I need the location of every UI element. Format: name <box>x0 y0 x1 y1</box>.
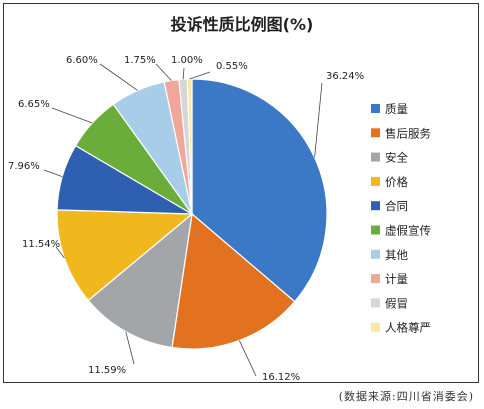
data-label-10: 0.55% <box>216 61 248 72</box>
legend-label-7: 其他 <box>385 248 408 262</box>
data-label-7: 6.60% <box>66 55 98 66</box>
chart-title: 投诉性质比例图(%) <box>171 15 314 34</box>
legend-swatch-3 <box>371 152 380 162</box>
pie-slice-1 <box>191 78 328 303</box>
legend-label-3: 安全 <box>385 151 408 165</box>
leader-line-3 <box>125 331 135 365</box>
data-label-3: 11.59% <box>88 365 126 376</box>
leader-line-5 <box>43 169 63 177</box>
leader-line-6 <box>51 107 93 124</box>
data-label-1: 36.24% <box>326 71 364 82</box>
legend-swatch-4 <box>371 176 380 186</box>
leader-line-9 <box>182 67 185 80</box>
leader-line-8 <box>155 63 172 81</box>
legend-swatch-1 <box>371 104 380 113</box>
leader-line-7 <box>99 63 138 91</box>
legend-label-6: 虚假宣传 <box>385 224 431 238</box>
data-label-6: 6.65% <box>18 99 50 110</box>
legend-label-8: 计量 <box>385 272 408 286</box>
legend-swatch-5 <box>371 201 380 211</box>
leader-line-4 <box>55 246 65 259</box>
pie-slice-2 <box>171 212 296 350</box>
legend-swatch-6 <box>371 225 380 235</box>
leader-line-1 <box>314 82 323 158</box>
leader-line-10 <box>189 71 211 80</box>
leader-line-2 <box>238 340 257 377</box>
data-label-9: 1.00% <box>171 55 203 66</box>
legend-swatch-8 <box>371 274 380 284</box>
data-label-5: 7.96% <box>8 161 40 172</box>
legend-swatch-9 <box>371 298 380 308</box>
legend-swatch-10 <box>371 322 380 332</box>
legend-swatch-2 <box>371 128 380 138</box>
data-source: (数据来源:四川省消委会) <box>338 390 474 403</box>
pie-chart: 投诉性质比例图(%) 36.24% 16.12% 11.59% 11.54% 7.96%… <box>8 15 431 383</box>
legend-label-1: 质量 <box>385 102 408 116</box>
pie-slice-3 <box>87 212 193 349</box>
legend-swatch-7 <box>371 249 380 259</box>
pie-slice-10 <box>186 78 193 215</box>
data-label-4: 11.54% <box>22 239 60 250</box>
legend-label-10: 人格尊严 <box>385 321 431 335</box>
legend-label-4: 价格 <box>385 175 408 189</box>
data-label-2: 16.12% <box>262 372 300 383</box>
legend-label-2: 售后服务 <box>385 126 431 140</box>
legend-label-9: 假冒 <box>385 296 408 310</box>
data-label-8: 1.75% <box>124 55 156 66</box>
chart-frame: 投诉性质比例图(%) 36.24% 16.12% 11.59% 11.54% 7.96%… <box>3 3 479 383</box>
legend-label-5: 合同 <box>385 199 408 213</box>
